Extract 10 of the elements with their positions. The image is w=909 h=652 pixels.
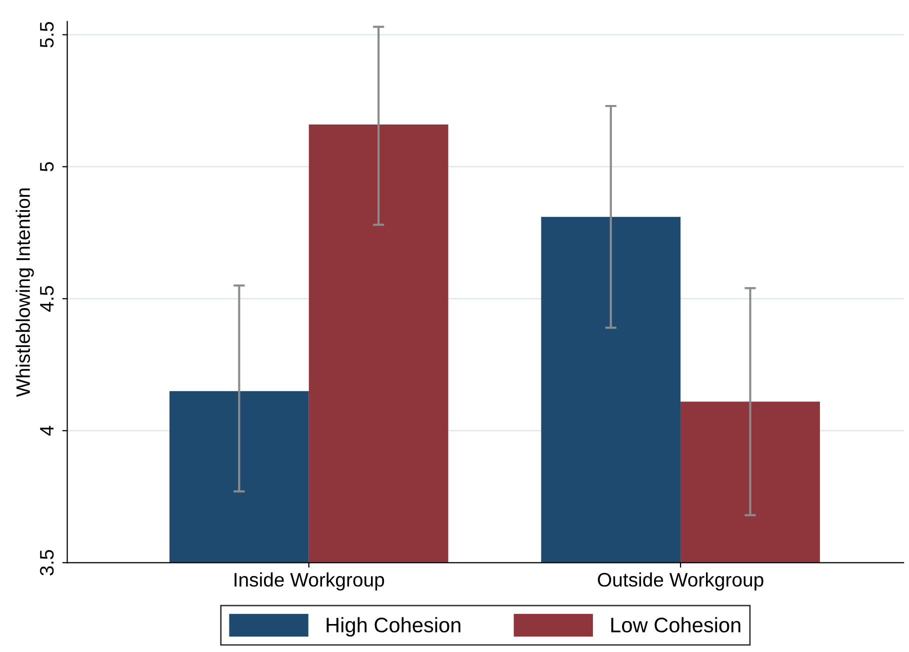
y-tick-label: 4	[40, 426, 54, 436]
y-tick-label: 5.5	[40, 22, 54, 48]
legend-label: High Cohesion	[326, 617, 460, 637]
x-tick-label: Inside Workgroup	[234, 572, 384, 591]
y-tick-label: 3.5	[40, 550, 54, 576]
x-tick-label: Outside Workgroup	[598, 572, 764, 591]
y-tick-label: 4.5	[40, 286, 54, 312]
y-axis-title: Whistleblowing Intention	[16, 188, 34, 397]
legend-label: Low Cohesion	[611, 617, 740, 632]
y-tick-label: 5	[40, 162, 54, 172]
